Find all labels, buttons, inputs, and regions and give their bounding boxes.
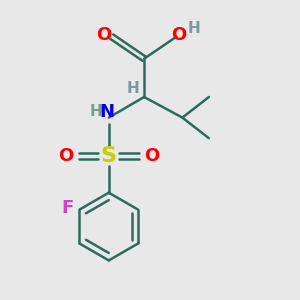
Text: O: O (96, 26, 111, 44)
Text: O: O (171, 26, 187, 44)
Text: O: O (144, 147, 159, 165)
Text: O: O (58, 147, 74, 165)
Text: F: F (61, 199, 73, 217)
Text: N: N (100, 103, 115, 121)
Text: H: H (187, 21, 200, 36)
Text: H: H (127, 81, 139, 96)
Text: H: H (90, 104, 103, 119)
Text: S: S (101, 146, 117, 166)
